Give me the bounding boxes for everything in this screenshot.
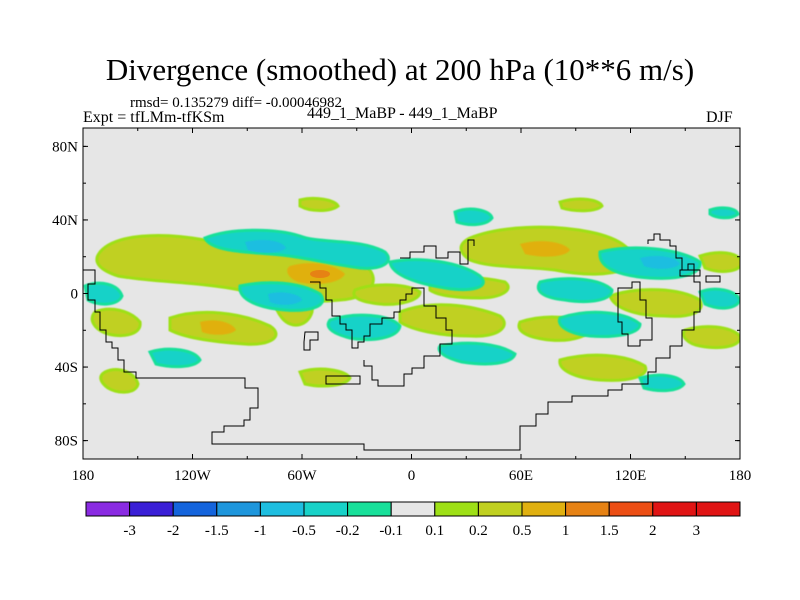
field-negative-patch (203, 228, 390, 270)
x-tick-label: 0 (408, 468, 416, 484)
field-strong-positive-core (200, 320, 236, 335)
field-negative-patch (708, 206, 740, 220)
field-positive-patch (298, 196, 340, 212)
field-negative-patch (453, 207, 494, 227)
field-negative-patch (698, 287, 740, 310)
chart-title: Divergence (smoothed) at 200 hPa (10**6 … (105, 52, 695, 87)
field-strong-positive-core (520, 241, 570, 257)
colorbar-label: 0.2 (469, 523, 488, 539)
coastline-antarctic-island (325, 375, 361, 385)
colorbar-swatch (172, 501, 218, 517)
x-tick-label: 60E (509, 468, 533, 484)
colorbar: -3 -2 -1.5 -1 -0.5 -0.2 -0.1 0.1 0.2 0.5 1 1.5 2 3 (85, 501, 741, 539)
colorbar-swatch (85, 501, 131, 517)
field-negative-patch (388, 258, 485, 291)
x-tick-label: 180 (72, 468, 95, 484)
colorbar-label: 2 (649, 523, 657, 539)
field-positive-patch (90, 307, 142, 337)
field-positive-patch (558, 353, 648, 382)
field-positive-patch (558, 197, 604, 213)
divergence-field (83, 196, 740, 451)
y-tick-label: 0 (71, 287, 79, 303)
x-tick-label: 120E (615, 468, 647, 484)
y-tick-label: 80S (55, 434, 78, 450)
field-maximum (310, 270, 330, 278)
coastline-europe-asia (400, 239, 475, 265)
colorbar-label: -1.5 (205, 523, 229, 539)
map-axes: 180 120W 60W 0 60E 120E 180 80N 40N 0 40S 80S (52, 128, 751, 484)
field-positive-patch (697, 251, 740, 273)
colorbar-swatch (434, 501, 479, 517)
colorbar-swatch (390, 501, 436, 517)
field-positive-patch (99, 368, 140, 394)
colorbar-swatch (129, 501, 174, 517)
field-strong-negative-core (245, 240, 286, 253)
colorbar-label: 1.5 (600, 523, 619, 539)
runs-label: 449_1_MaBP - 449_1_MaBP (307, 105, 498, 122)
coastline-greenland (303, 331, 319, 351)
coastline-pacific-islands (679, 269, 721, 283)
field-positive-patch (297, 367, 352, 388)
field-negative-patch (637, 373, 686, 393)
colorbar-swatch (216, 501, 261, 517)
colorbar-swatch (652, 501, 697, 517)
field-positive-patch (682, 325, 740, 350)
coastline-africa (310, 281, 453, 387)
y-tick-label: 40N (52, 213, 78, 229)
stats-label: rmsd= 0.135279 diff= -0.00046982 (130, 95, 343, 111)
season-label: DJF (706, 109, 733, 126)
colorbar-swatch (347, 501, 392, 517)
colorbar-swatch (259, 501, 305, 517)
colorbar-label: -2 (167, 523, 180, 539)
x-tick-label: 60W (287, 468, 317, 484)
colorbar-label: -0.5 (292, 523, 316, 539)
field-negative-patch (147, 347, 202, 369)
colorbar-label: -3 (123, 523, 136, 539)
field-negative-patch (557, 310, 642, 338)
x-tick-label: 120W (174, 468, 212, 484)
y-tick-label: 80N (52, 139, 78, 155)
colorbar-swatch (303, 501, 349, 517)
colorbar-swatch (521, 501, 567, 517)
colorbar-label: 0.1 (425, 523, 444, 539)
experiment-label: Expt = tfLMm-tfKSm (83, 109, 225, 126)
coastline-australia (617, 281, 653, 347)
field-negative-patch (537, 277, 614, 304)
colorbar-label: 1 (562, 523, 570, 539)
colorbar-label: -1 (254, 523, 267, 539)
y-tick-label: 40S (55, 360, 78, 376)
colorbar-swatch (695, 501, 741, 517)
field-strong-negative-core (268, 292, 302, 305)
colorbar-swatch (565, 501, 610, 517)
colorbar-label: 3 (693, 523, 701, 539)
field-negative-patch (437, 341, 517, 366)
field-strong-negative-core (640, 256, 680, 269)
colorbar-label: -0.1 (379, 523, 403, 539)
coastlines (83, 233, 721, 451)
field-positive-patch (398, 303, 506, 338)
colorbar-swatch (608, 501, 654, 517)
colorbar-label: -0.2 (336, 523, 360, 539)
x-tick-label: 180 (729, 468, 752, 484)
field-positive-patch (352, 283, 422, 306)
colorbar-label: 0.5 (513, 523, 532, 539)
colorbar-swatch (477, 501, 523, 517)
